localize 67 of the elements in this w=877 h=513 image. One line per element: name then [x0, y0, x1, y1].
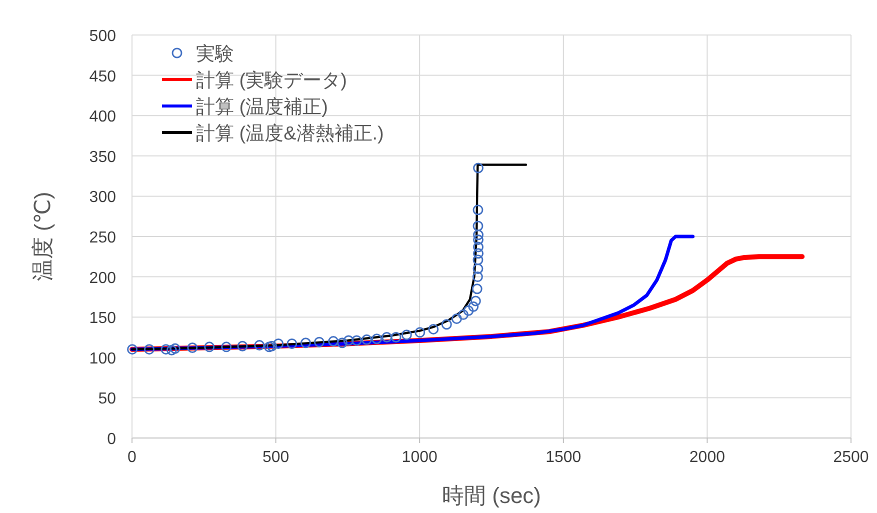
point — [473, 248, 484, 259]
point — [237, 340, 248, 352]
point — [451, 313, 462, 324]
point — [470, 296, 481, 306]
point — [328, 336, 339, 347]
point — [144, 344, 155, 355]
point — [314, 336, 324, 348]
y-tick-label: 450 — [89, 68, 116, 86]
legend-label: 計算 (実験データ) — [196, 70, 347, 92]
y-tick-label: 300 — [89, 189, 116, 206]
point — [264, 342, 274, 352]
point — [463, 305, 474, 316]
point — [428, 324, 439, 334]
point — [127, 344, 138, 355]
point — [343, 335, 354, 346]
point — [458, 309, 469, 320]
x-tick-label: 2000 — [689, 449, 726, 466]
y-tick-label: 400 — [89, 108, 116, 126]
point — [382, 332, 392, 342]
point — [472, 263, 484, 274]
x-tick-label: 1500 — [546, 449, 582, 466]
point — [372, 334, 382, 344]
point — [472, 220, 484, 232]
point — [266, 340, 278, 352]
x-tick-label: 2500 — [833, 449, 869, 466]
point — [390, 332, 402, 342]
point — [286, 338, 298, 349]
point — [472, 204, 484, 216]
point — [166, 344, 177, 356]
x-tick-label: 0 — [128, 449, 137, 466]
point — [473, 234, 484, 245]
point — [336, 338, 348, 348]
point — [441, 319, 452, 330]
y-tick-label: 350 — [89, 148, 116, 166]
point — [472, 254, 484, 266]
point — [473, 230, 484, 240]
y-axis-title: 温度 (℃) — [30, 192, 55, 282]
legend-label: 計算 (温度補正) — [196, 96, 328, 118]
point — [170, 343, 180, 354]
point — [204, 342, 215, 352]
point — [300, 338, 311, 348]
y-tick-label: 500 — [89, 28, 116, 45]
point — [187, 342, 198, 353]
x-tick-label: 1000 — [402, 449, 438, 466]
y-tick-label: 100 — [89, 350, 116, 368]
y-tick-label: 200 — [89, 270, 116, 287]
point — [472, 272, 483, 282]
point — [401, 330, 412, 340]
point — [472, 284, 482, 294]
point — [468, 301, 479, 312]
y-tick-label: 50 — [98, 390, 116, 408]
point — [254, 340, 265, 351]
legend-label: 実験 — [196, 43, 234, 65]
y-tick-label: 0 — [107, 431, 116, 448]
point — [473, 242, 484, 252]
x-axis-title: 時間 (sec) — [442, 483, 541, 508]
point — [273, 338, 284, 349]
legend-label: 計算 (温度&潜熱補正.) — [196, 122, 384, 144]
point — [414, 327, 426, 338]
y-tick-label: 150 — [89, 310, 116, 328]
point — [473, 162, 484, 174]
point — [160, 344, 172, 355]
y-tick-label: 250 — [89, 230, 116, 246]
point — [221, 342, 232, 352]
point — [361, 334, 372, 345]
point — [351, 335, 362, 346]
x-tick-label: 500 — [262, 449, 290, 466]
